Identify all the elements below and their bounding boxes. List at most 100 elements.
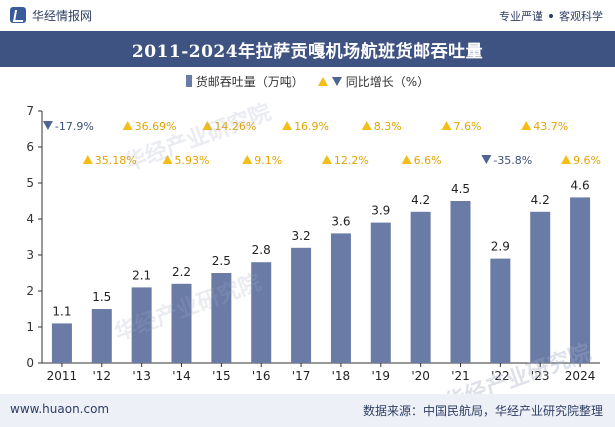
- bar: [291, 247, 312, 363]
- dot-separator-icon: [549, 14, 553, 18]
- footer: www.huaon.com 数据来源：中国民航局，华经产业研究院整理: [0, 394, 615, 427]
- growth-down-marker: [42, 121, 53, 130]
- x-tick-label: '12: [92, 369, 111, 383]
- bar: [211, 273, 232, 363]
- growth-label: 16.9%: [294, 120, 329, 133]
- triangle-up-icon: [317, 76, 328, 86]
- bar: [530, 211, 551, 363]
- x-tick-label: 2024: [565, 369, 596, 383]
- growth-label: -35.8%: [493, 154, 532, 167]
- bar-swatch-icon: [185, 75, 192, 87]
- huajing-logo-icon: [10, 7, 26, 23]
- bar: [251, 262, 272, 363]
- x-tick-label: '21: [451, 369, 470, 383]
- growth-label: 5.93%: [175, 154, 210, 167]
- y-tick-label: 1: [26, 320, 34, 334]
- bar-value-label: 3.9: [371, 204, 390, 218]
- growth-up-marker: [321, 155, 332, 164]
- bar: [91, 309, 112, 363]
- bar: [410, 211, 431, 363]
- title-bar: 2011-2024年拉萨贡嘎机场航班货邮吞吐量: [0, 31, 615, 67]
- growth-up-marker: [82, 155, 93, 164]
- x-tick-label: 2011: [47, 369, 78, 383]
- chart-legend: 货邮吞吐量（万吨） 同比增长（%）: [0, 72, 615, 90]
- growth-up-marker: [202, 121, 213, 130]
- growth-label: 6.6%: [414, 154, 442, 167]
- legend-item-volume[interactable]: 货邮吞吐量（万吨）: [185, 73, 304, 90]
- bar-value-label: 1.5: [92, 290, 111, 304]
- bar-value-label: 4.2: [531, 193, 550, 207]
- growth-up-marker: [162, 155, 173, 164]
- x-tick-label: '16: [252, 369, 271, 383]
- legend-item-growth[interactable]: 同比增长（%）: [317, 73, 430, 90]
- bar-value-label: 3.2: [292, 229, 311, 243]
- growth-up-marker: [361, 121, 372, 130]
- chart-title: 2011-2024年拉萨贡嘎机场航班货邮吞吐量: [131, 41, 484, 62]
- growth-label: 35.18%: [95, 154, 137, 167]
- bar-value-label: 4.5: [451, 182, 470, 196]
- bar-value-label: 2.8: [252, 243, 271, 257]
- y-tick-label: 7: [26, 104, 34, 118]
- bar-value-label: 2.2: [172, 265, 191, 279]
- growth-up-marker: [561, 155, 572, 164]
- bar-value-label: 2.1: [132, 268, 151, 282]
- brand-name: 华经情报网: [32, 8, 93, 23]
- bar: [171, 283, 192, 363]
- x-tick-label: '18: [332, 369, 351, 383]
- growth-label: -17.9%: [55, 120, 94, 133]
- x-tick-label: '23: [531, 369, 550, 383]
- growth-up-marker: [521, 121, 532, 130]
- x-tick-label: '20: [411, 369, 430, 383]
- growth-up-marker: [441, 121, 452, 130]
- y-tick-label: 2: [26, 284, 34, 298]
- y-tick-label: 6: [26, 140, 34, 154]
- bar-value-label: 3.6: [331, 214, 350, 228]
- tagline-right: 客观科学: [559, 10, 603, 23]
- y-tick-label: 4: [26, 212, 34, 226]
- bar-value-label: 2.5: [212, 254, 231, 268]
- y-tick-label: 0: [26, 356, 34, 370]
- x-tick-label: '19: [371, 369, 390, 383]
- x-tick-label: '13: [132, 369, 151, 383]
- x-tick-label: '22: [491, 369, 510, 383]
- bar: [51, 323, 72, 363]
- growth-label: 9.6%: [573, 154, 601, 167]
- growth-up-marker: [122, 121, 133, 130]
- growth-up-marker: [242, 155, 253, 164]
- bar: [490, 258, 511, 363]
- x-tick-label: '14: [172, 369, 191, 383]
- growth-up-marker: [401, 155, 412, 164]
- growth-label: 9.1%: [254, 154, 282, 167]
- data-source: 数据来源：中国民航局，华经产业研究院整理: [362, 404, 603, 418]
- y-tick-label: 3: [26, 248, 34, 262]
- website-link[interactable]: www.huaon.com: [10, 402, 110, 416]
- y-tick-label: 5: [26, 176, 34, 190]
- bar: [131, 287, 152, 363]
- bar: [450, 201, 471, 363]
- x-tick-label: '15: [212, 369, 231, 383]
- x-tick-label: '17: [292, 369, 311, 383]
- growth-label: 43.7%: [533, 120, 568, 133]
- bar: [330, 233, 351, 363]
- bar-chart: 0 1 2 3 4 5 6 7 1.1 2011 -17.9% 1.5 '12 35.18% 2.1 '13 3…: [26, 104, 601, 383]
- top-bar: 华经情报网 专业严谨 客观科学: [0, 0, 615, 30]
- tagline-left: 专业严谨: [499, 10, 543, 23]
- brand[interactable]: 华经情报网: [10, 6, 92, 24]
- growth-label: 7.6%: [454, 120, 482, 133]
- bar-value-label: 4.2: [411, 193, 430, 207]
- growth-up-marker: [282, 121, 293, 130]
- legend-label-volume: 货邮吞吐量（万吨）: [195, 74, 304, 89]
- tagline: 专业严谨 客观科学: [499, 8, 603, 24]
- bar: [370, 222, 391, 363]
- growth-label: 14.26%: [214, 120, 256, 133]
- bar-value-label: 4.6: [571, 178, 590, 192]
- bar-value-label: 2.9: [491, 240, 510, 254]
- growth-label: 12.2%: [334, 154, 369, 167]
- growth-label: 8.3%: [374, 120, 402, 133]
- bar: [570, 197, 591, 363]
- triangle-down-icon: [331, 76, 342, 86]
- growth-down-marker: [481, 155, 492, 164]
- legend-label-growth: 同比增长（%）: [345, 74, 430, 89]
- bar-value-label: 1.1: [52, 304, 71, 318]
- growth-label: 36.69%: [135, 120, 177, 133]
